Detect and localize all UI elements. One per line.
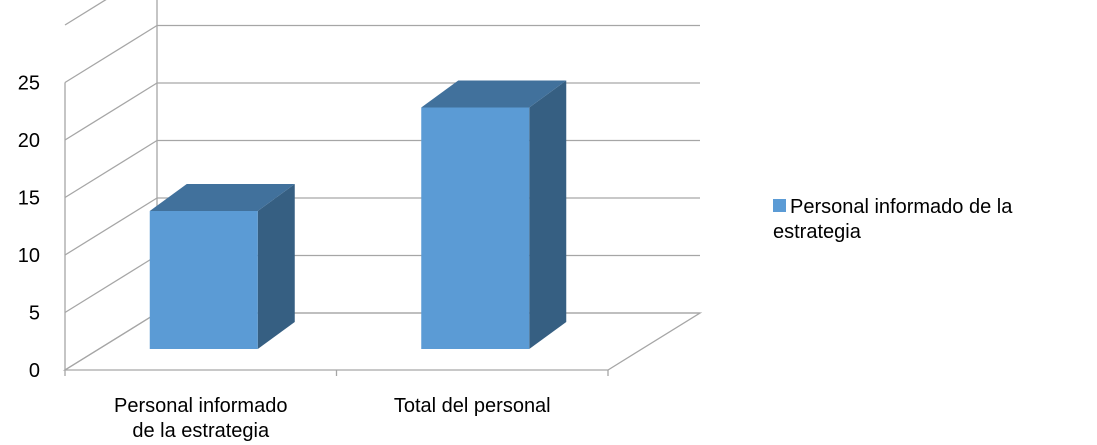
y-tick-label: 10 xyxy=(18,245,40,267)
gridline-side xyxy=(64,139,158,199)
bar-top xyxy=(149,184,295,211)
gridline-side xyxy=(64,24,158,84)
bar-side xyxy=(529,80,567,349)
x-category-label: Total del personal xyxy=(394,395,551,417)
bar-top xyxy=(421,80,567,108)
gridline-side xyxy=(64,82,158,141)
y-tick-label: 25 xyxy=(18,73,40,95)
legend-label: Personal informado de la estrategia xyxy=(773,196,1013,243)
legend: Personal informado de la estrategia xyxy=(773,195,1093,245)
bar xyxy=(149,211,258,349)
y-tick-label: 0 xyxy=(29,360,40,382)
bar-side xyxy=(257,184,295,349)
x-category-label: Personal informado de la estrategia xyxy=(114,395,287,442)
bar xyxy=(421,107,530,349)
y-tick-label: 20 xyxy=(18,130,40,152)
legend-swatch xyxy=(773,199,786,212)
floor xyxy=(62,312,703,371)
gridline-side xyxy=(64,0,107,26)
y-tick-label: 15 xyxy=(18,188,40,210)
y-tick-label: 5 xyxy=(29,303,40,325)
gridline-side xyxy=(64,197,158,256)
gridline-side xyxy=(64,254,158,314)
